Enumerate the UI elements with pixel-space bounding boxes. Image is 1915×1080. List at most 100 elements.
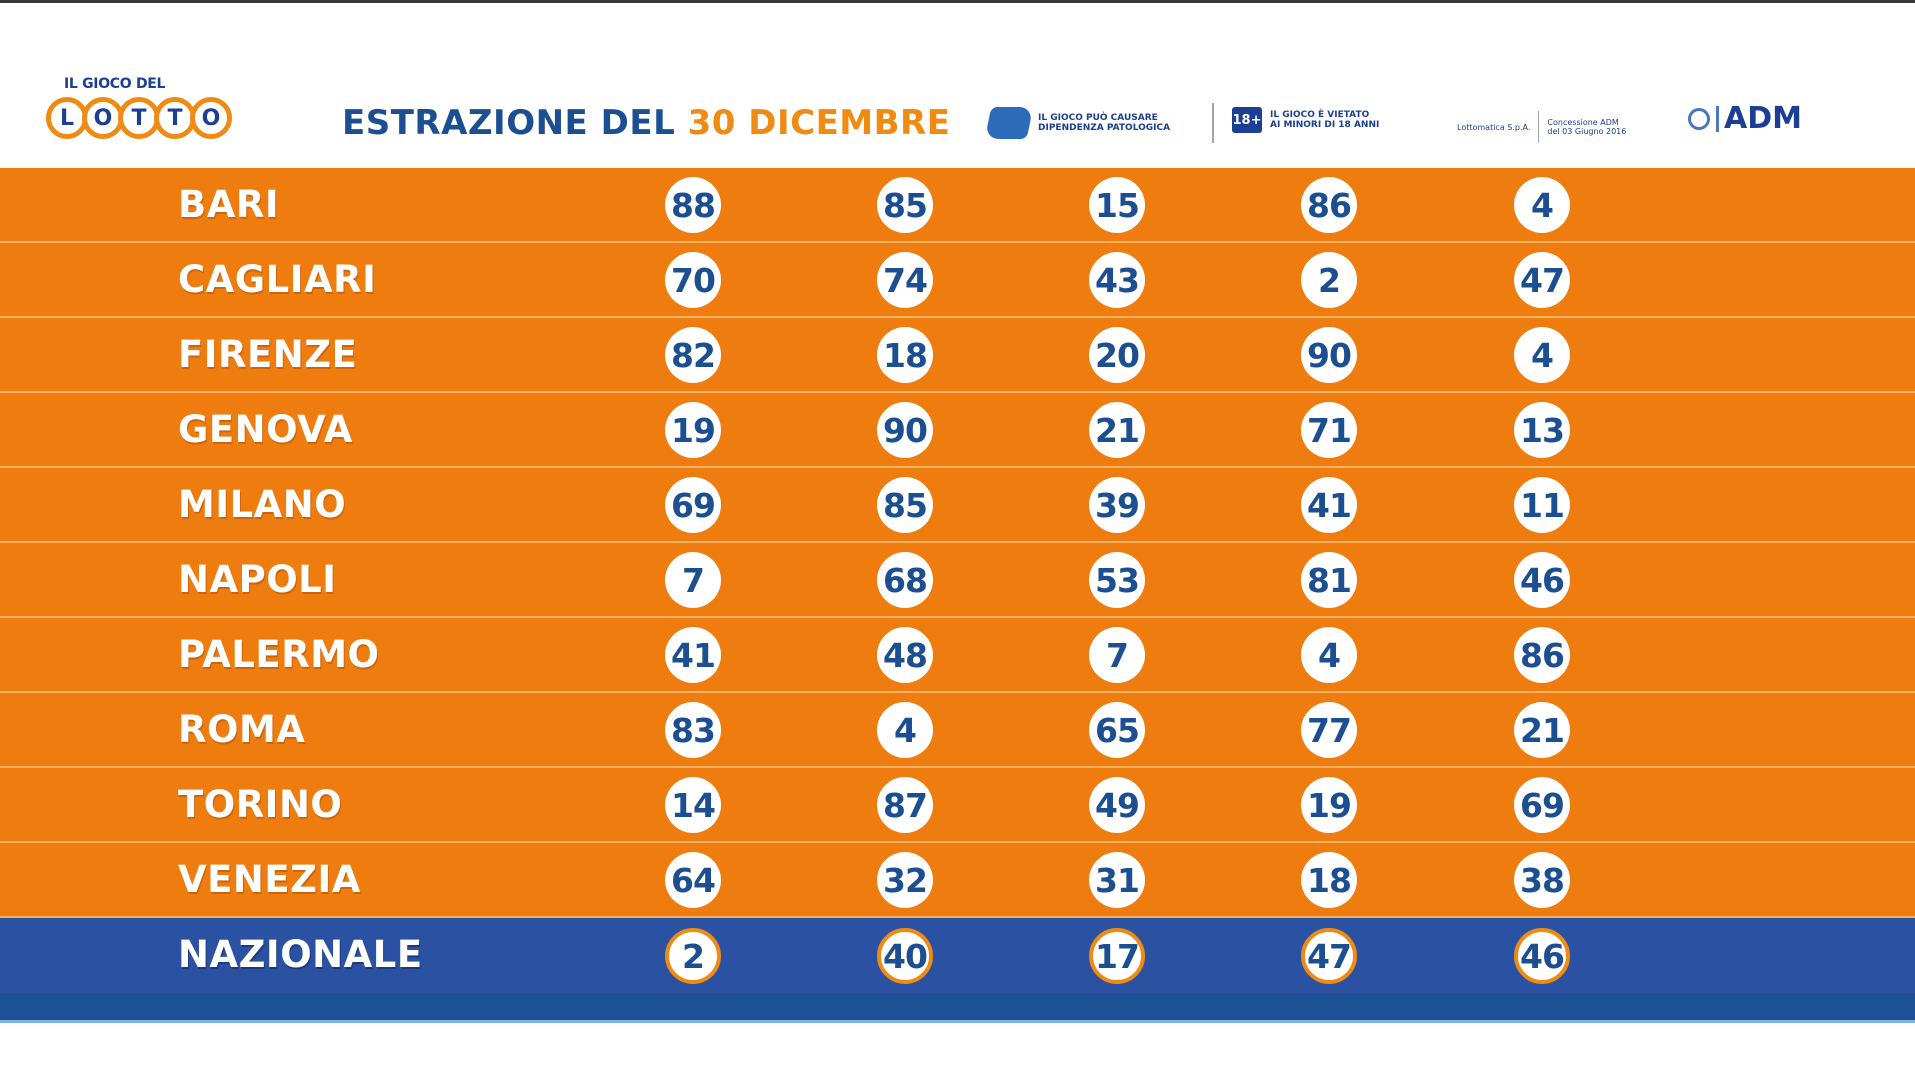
number-ball: 83 <box>665 702 721 758</box>
number-ball: 2 <box>665 928 721 984</box>
footer-bar <box>0 993 1915 1020</box>
number-ball: 15 <box>1089 177 1145 233</box>
wheel-name: CAGLIARI <box>178 258 377 301</box>
number-ball: 69 <box>1514 777 1570 833</box>
number-ball: 17 <box>1089 928 1145 984</box>
wheel-row: CAGLIARI 70 74 43 2 47 <box>0 243 1915 318</box>
number-ball: 13 <box>1514 402 1570 458</box>
operator-text: Lottomatica S.p.A. <box>1457 122 1531 132</box>
pathology-notice-text: IL GIOCO PUÒ CAUSARE DIPENDENZA PATOLOGI… <box>1038 113 1171 133</box>
number-ball: 38 <box>1514 852 1570 908</box>
number-ball: 4 <box>877 702 933 758</box>
number-ball: 11 <box>1514 477 1570 533</box>
number-ball: 20 <box>1089 327 1145 383</box>
wheel-name: VENEZIA <box>178 858 361 901</box>
number-ball: 31 <box>1089 852 1145 908</box>
wheel-row: ROMA 83 4 65 77 21 <box>0 693 1915 768</box>
national-row: NAZIONALE 2 40 17 47 46 <box>0 918 1915 994</box>
number-ball: 2 <box>1301 252 1357 308</box>
number-ball: 48 <box>877 627 933 683</box>
concession-text: Concessione ADM del 03 Giugno 2016 <box>1547 118 1627 136</box>
wheel-row: VENEZIA 64 32 31 18 38 <box>0 843 1915 918</box>
pathology-notice: IL GIOCO PUÒ CAUSARE DIPENDENZA PATOLOGI… <box>984 107 1171 139</box>
logo-ball: L <box>46 97 88 139</box>
logo-ball: O <box>190 97 232 139</box>
adm-logo: ADM <box>1688 101 1802 136</box>
operator-info: Lottomatica S.p.A. Concessione ADM del 0… <box>1457 111 1626 143</box>
logo-balls: L O T T O <box>46 97 232 139</box>
number-ball: 40 <box>877 928 933 984</box>
number-ball: 4 <box>1514 177 1570 233</box>
minors-notice-text: IL GIOCO È VIETATO AI MINORI DI 18 ANNI <box>1270 110 1380 130</box>
number-ball: 85 <box>877 177 933 233</box>
number-ball: 39 <box>1089 477 1145 533</box>
number-ball: 77 <box>1301 702 1357 758</box>
wheel-row: PALERMO 41 48 7 4 86 <box>0 618 1915 693</box>
number-ball: 47 <box>1301 928 1357 984</box>
wheel-name: MILANO <box>178 483 347 526</box>
number-ball: 71 <box>1301 402 1357 458</box>
footer-line <box>0 1020 1915 1023</box>
number-ball: 32 <box>877 852 933 908</box>
number-ball: 46 <box>1514 928 1570 984</box>
lotto-logo: IL GIOCO DEL L O T T O <box>46 73 286 153</box>
number-ball: 90 <box>877 402 933 458</box>
wheel-row: TORINO 14 87 49 19 69 <box>0 768 1915 843</box>
number-ball: 90 <box>1301 327 1357 383</box>
number-ball: 88 <box>665 177 721 233</box>
number-ball: 69 <box>665 477 721 533</box>
number-ball: 18 <box>877 327 933 383</box>
wheel-name: TORINO <box>178 783 343 826</box>
adm-bar <box>1716 105 1719 132</box>
number-ball: 82 <box>665 327 721 383</box>
wheel-name: BARI <box>178 183 280 226</box>
adm-emblem-icon <box>1688 107 1710 130</box>
minors-notice: 18+ IL GIOCO È VIETATO AI MINORI DI 18 A… <box>1232 107 1379 133</box>
number-ball: 74 <box>877 252 933 308</box>
logo-caption: IL GIOCO DEL <box>64 76 166 92</box>
wheel-row: GENOVA 19 90 21 71 13 <box>0 393 1915 468</box>
divider <box>1538 111 1540 143</box>
number-ball: 68 <box>877 552 933 608</box>
number-ball: 86 <box>1514 627 1570 683</box>
wheel-row: BARI 88 85 15 86 4 <box>0 168 1915 243</box>
number-ball: 18 <box>1301 852 1357 908</box>
gaming-warning-icon <box>984 107 1034 139</box>
number-ball: 43 <box>1089 252 1145 308</box>
title-prefix: ESTRAZIONE DEL <box>342 103 676 143</box>
number-ball: 85 <box>877 477 933 533</box>
number-ball: 86 <box>1301 177 1357 233</box>
top-border <box>0 0 1915 3</box>
number-ball: 70 <box>665 252 721 308</box>
header: IL GIOCO DEL L O T T O ESTRAZIONE DEL 30… <box>0 3 1915 168</box>
wheel-name: NAPOLI <box>178 558 337 601</box>
number-ball: 14 <box>665 777 721 833</box>
number-ball: 7 <box>665 552 721 608</box>
number-ball: 41 <box>665 627 721 683</box>
wheel-name: FIRENZE <box>178 333 358 376</box>
page-title: ESTRAZIONE DEL 30 DICEMBRE <box>342 103 950 143</box>
number-ball: 19 <box>1301 777 1357 833</box>
number-ball: 81 <box>1301 552 1357 608</box>
wheel-name: GENOVA <box>178 408 353 451</box>
number-ball: 21 <box>1089 402 1145 458</box>
wheel-name: ROMA <box>178 708 306 751</box>
number-ball: 64 <box>665 852 721 908</box>
divider <box>1212 103 1214 143</box>
number-ball: 7 <box>1089 627 1145 683</box>
number-ball: 21 <box>1514 702 1570 758</box>
number-ball: 46 <box>1514 552 1570 608</box>
wheel-row: NAPOLI 7 68 53 81 46 <box>0 543 1915 618</box>
number-ball: 4 <box>1301 627 1357 683</box>
wheel-name: PALERMO <box>178 633 380 676</box>
number-ball: 41 <box>1301 477 1357 533</box>
age-18-icon: 18+ <box>1232 107 1262 133</box>
adm-label: ADM <box>1724 101 1802 136</box>
wheel-row: FIRENZE 82 18 20 90 4 <box>0 318 1915 393</box>
number-ball: 65 <box>1089 702 1145 758</box>
number-ball: 49 <box>1089 777 1145 833</box>
title-date: 30 DICEMBRE <box>687 103 951 143</box>
wheel-row: MILANO 69 85 39 41 11 <box>0 468 1915 543</box>
number-ball: 53 <box>1089 552 1145 608</box>
number-ball: 4 <box>1514 327 1570 383</box>
